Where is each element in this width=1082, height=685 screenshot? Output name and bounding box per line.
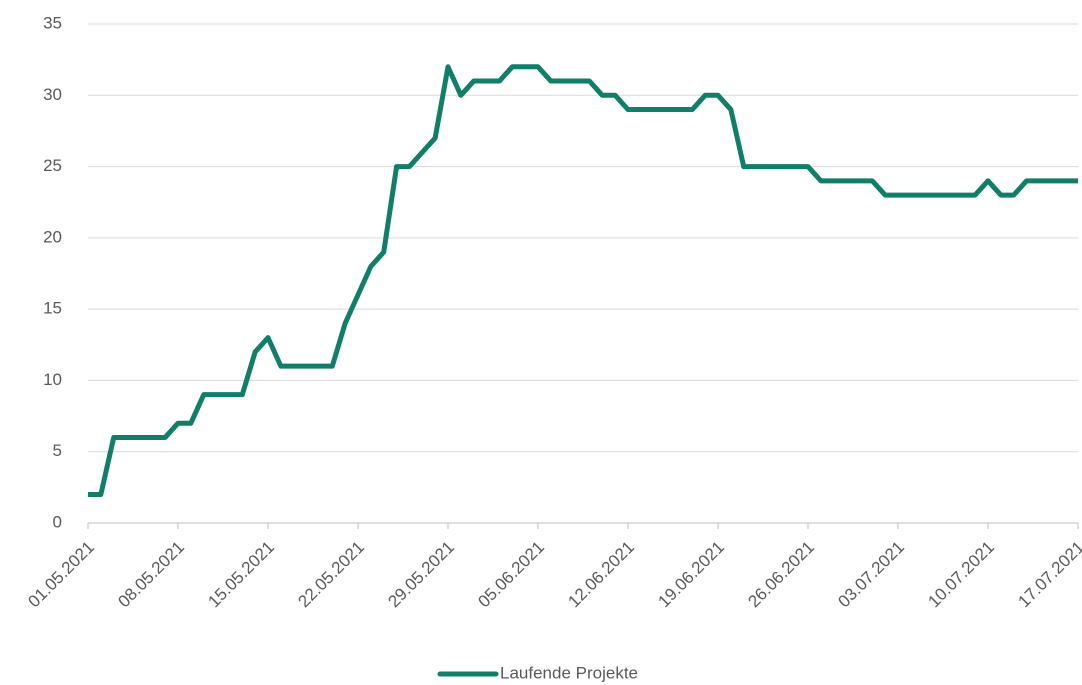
x-tick-label: 08.05.2021 bbox=[114, 538, 188, 612]
x-tick-label: 15.05.2021 bbox=[204, 538, 278, 612]
y-tick-label: 20 bbox=[43, 227, 62, 246]
x-tick-label: 17.07.2021 bbox=[1014, 538, 1082, 612]
x-tick-label: 12.06.2021 bbox=[564, 538, 638, 612]
x-tick-label: 05.06.2021 bbox=[474, 538, 548, 612]
y-tick-label: 35 bbox=[43, 13, 62, 32]
y-tick-label: 30 bbox=[43, 85, 62, 104]
x-tick-label: 19.06.2021 bbox=[654, 538, 728, 612]
x-tick-label: 29.05.2021 bbox=[384, 538, 458, 612]
y-tick-label: 10 bbox=[43, 370, 62, 389]
x-tick-label: 03.07.2021 bbox=[834, 538, 908, 612]
y-tick-label: 25 bbox=[43, 156, 62, 175]
x-tick-label: 10.07.2021 bbox=[924, 538, 998, 612]
x-tick-label: 26.06.2021 bbox=[744, 538, 818, 612]
legend-label: Laufende Projekte bbox=[500, 663, 638, 682]
y-tick-label: 5 bbox=[53, 441, 62, 460]
line-series bbox=[88, 64, 1078, 497]
x-tick-label: 22.05.2021 bbox=[294, 538, 368, 612]
y-tick-label: 15 bbox=[43, 299, 62, 318]
x-tick-label: 01.05.2021 bbox=[24, 538, 98, 612]
y-tick-label: 0 bbox=[53, 512, 62, 531]
